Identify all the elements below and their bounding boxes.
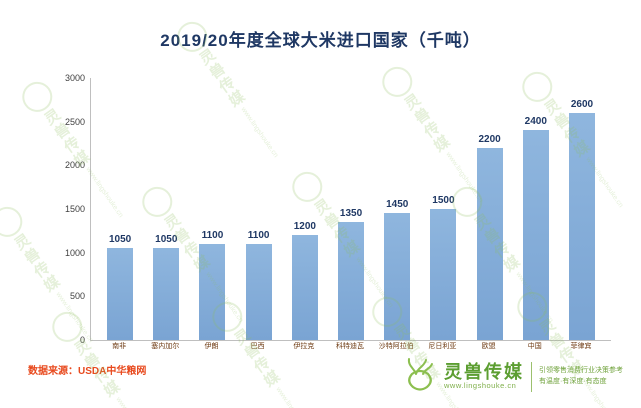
bar-slot: 2400 xyxy=(513,78,559,340)
y-tick-label: 3000 xyxy=(64,73,85,83)
logo-name: 灵兽传媒 xyxy=(444,362,524,383)
bar xyxy=(430,209,457,340)
bar-slot: 1050 xyxy=(143,78,189,340)
bar-value-label: 1500 xyxy=(432,195,455,206)
bar-value-label: 1450 xyxy=(386,199,409,211)
bar-slot: 1450 xyxy=(374,78,420,340)
y-tick-label: 1500 xyxy=(64,204,85,214)
bar-value-label: 1200 xyxy=(293,221,316,233)
bar xyxy=(245,243,272,340)
bar-value-label: 2400 xyxy=(524,116,547,128)
logo-tagline: 引领零售消费行业决策参考 有温度·有深度·有态度 xyxy=(539,366,623,387)
bar-value-label: 1050 xyxy=(155,234,178,246)
bar-slot: 1100 xyxy=(236,78,282,340)
bar-slot: 1200 xyxy=(282,78,328,340)
bar xyxy=(153,248,180,340)
bar-slot: 1050 xyxy=(97,78,143,340)
bar-slot: 1500 xyxy=(420,78,466,340)
watermark-url: www.lingshouke.cn xyxy=(274,386,314,408)
tagline-line2: 有温度·有深度·有态度 xyxy=(539,377,607,385)
bar-slot: 1350 xyxy=(328,78,374,340)
watermark-url: www.lingshouke.cn xyxy=(114,396,154,408)
bar-chart: 0 500 1000 1500 2000 2500 3000 1050 1050 1100 110… xyxy=(65,73,611,345)
x-axis-labels: 南非 塞内加尔 伊朗 巴西 伊拉克 科特迪瓦 沙特阿拉伯 尼日利亚 欧盟 中国 菲律宾 xyxy=(90,341,610,351)
x-axis-label: 科特迪瓦 xyxy=(336,343,365,350)
x-axis-label: 尼日利亚 xyxy=(428,343,457,350)
x-axis-label: 沙特阿拉伯 xyxy=(378,343,414,350)
bar-slot: 1100 xyxy=(189,78,235,340)
y-tick-label: 500 xyxy=(69,291,85,302)
logo-text-block: 灵兽传媒 www.lingshouke.cn xyxy=(444,363,524,390)
bar xyxy=(338,222,365,340)
y-tick-label: 2000 xyxy=(64,160,85,171)
bar-value-label: 1100 xyxy=(247,229,270,241)
bar-value-label: 1350 xyxy=(339,208,363,220)
bar xyxy=(199,243,226,340)
bar xyxy=(384,213,411,340)
x-axis-label: 伊拉克 xyxy=(293,343,315,350)
chart-title: 2019/20年度全球大米进口国家（千吨） xyxy=(160,31,481,50)
deer-logo-icon xyxy=(403,356,437,397)
bar-slot: 2200 xyxy=(467,78,513,340)
x-axis-label: 菲律宾 xyxy=(570,343,592,350)
x-axis-label: 欧盟 xyxy=(481,343,496,350)
x-axis-label: 伊朗 xyxy=(204,343,219,350)
footer-logo: 灵兽传媒 www.lingshouke.cn 引领零售消费行业决策参考 有温度·… xyxy=(403,356,623,397)
bar xyxy=(476,147,503,340)
bar-value-label: 1050 xyxy=(108,234,132,246)
logo-url: www.lingshouke.cn xyxy=(444,381,517,390)
watermark-text: 灵兽传媒 xyxy=(10,230,63,297)
x-axis-label: 中国 xyxy=(527,343,542,350)
bar-value-label: 2600 xyxy=(570,98,594,110)
bar xyxy=(291,235,318,340)
x-axis-label: 塞内加尔 xyxy=(151,343,180,350)
bar xyxy=(568,112,595,340)
plot-area: 1050 1050 1100 1100 1200 1350 1450 1500 2200 2400… xyxy=(91,78,611,340)
tagline-line1: 引领零售消费行业决策参考 xyxy=(539,367,623,374)
y-tick-label: 0 xyxy=(79,335,85,345)
y-tick-label: 1000 xyxy=(64,247,85,258)
watermark-seal-icon xyxy=(16,76,59,118)
watermark-seal-icon xyxy=(0,201,29,243)
x-axis-label: 南非 xyxy=(112,343,127,350)
y-tick-label: 2500 xyxy=(64,116,85,127)
data-source-label: 数据来源：USDA中华粮网 xyxy=(28,366,147,377)
bar-value-label: 2200 xyxy=(478,133,501,145)
logo-divider xyxy=(531,361,532,392)
bar-value-label: 1100 xyxy=(201,229,224,241)
bar xyxy=(522,130,549,340)
x-axis-label: 巴西 xyxy=(250,343,265,350)
bar-slot: 2600 xyxy=(559,78,605,340)
bar xyxy=(107,248,134,340)
